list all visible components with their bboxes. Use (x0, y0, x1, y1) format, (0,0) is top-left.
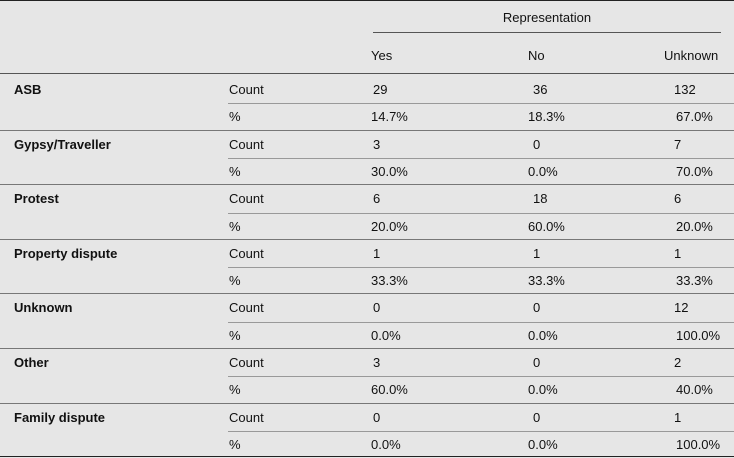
count-cell: 0 (533, 136, 541, 152)
row-category: Protest (14, 191, 59, 207)
table-row: % 20.0% 60.0% 20.0% (0, 213, 734, 240)
column-group-label: Representation (502, 10, 592, 25)
group-separator (0, 293, 734, 295)
percent-cell: 0.0% (528, 436, 558, 452)
row-separator (228, 376, 734, 378)
table-row: % 0.0% 0.0% 100.0% (0, 322, 734, 349)
percent-cell: 20.0% (371, 218, 408, 234)
row-stat-label: Count (229, 300, 264, 316)
percent-cell: 100.0% (676, 327, 721, 343)
row-category: Unknown (14, 300, 73, 316)
percent-cell: 0.0% (528, 382, 558, 398)
count-cell: 1 (373, 245, 381, 261)
row-category: Other (14, 355, 49, 370)
column-header-no: No (528, 48, 545, 63)
table-row: Other Count 3 0 2 (0, 349, 734, 376)
row-stat-label: % (229, 436, 241, 452)
count-cell: 0 (533, 409, 541, 425)
percent-cell: 0.0% (371, 327, 401, 343)
table-row: ASB Count 29 36 132 (0, 76, 734, 103)
count-cell: 6 (373, 191, 381, 207)
count-cell: 1 (674, 409, 682, 425)
group-separator (0, 129, 734, 131)
column-header-yes: Yes (371, 48, 393, 63)
row-separator (228, 267, 734, 269)
count-cell: 1 (674, 245, 682, 261)
table-row: Family dispute Count 0 0 1 (0, 404, 734, 431)
row-separator (228, 212, 734, 214)
percent-cell: 33.3% (371, 273, 408, 289)
percent-cell: 100.0% (676, 436, 721, 452)
row-category: Gypsy/Traveller (14, 136, 111, 152)
table-row: Property dispute Count 1 1 1 (0, 240, 734, 267)
percent-cell: 0.0% (528, 163, 558, 179)
row-separator (228, 430, 734, 432)
group-separator (0, 184, 734, 186)
row-stat-label: % (229, 163, 241, 179)
count-cell: 2 (674, 355, 682, 370)
row-category: ASB (14, 82, 42, 97)
table-row: % 14.7% 18.3% 67.0% (0, 103, 734, 130)
percent-cell: 60.0% (528, 218, 565, 234)
percent-cell: 30.0% (371, 163, 408, 179)
column-header-unknown: Unknown (664, 48, 719, 63)
table-row: % 30.0% 0.0% 70.0% (0, 158, 734, 185)
group-separator (0, 238, 734, 240)
percent-cell: 70.0% (676, 163, 713, 179)
row-stat-label: % (229, 273, 241, 289)
table-row: Gypsy/Traveller Count 3 0 7 (0, 131, 734, 158)
row-separator (228, 157, 734, 159)
row-category: Property dispute (14, 245, 118, 261)
percent-cell: 20.0% (676, 218, 713, 234)
percent-cell: 0.0% (528, 327, 558, 343)
group-separator (0, 402, 734, 404)
count-cell: 0 (533, 355, 541, 370)
count-cell: 0 (373, 409, 381, 425)
count-cell: 6 (674, 191, 682, 207)
count-cell: 29 (373, 82, 388, 97)
count-cell: 3 (373, 136, 381, 152)
table-row: Unknown Count 0 0 12 (0, 294, 734, 321)
percent-cell: 18.3% (528, 109, 565, 125)
row-separator (228, 103, 734, 105)
count-cell: 36 (533, 82, 548, 97)
count-cell: 1 (533, 245, 541, 261)
percent-cell: 33.3% (528, 273, 565, 289)
row-stat-label: % (229, 327, 241, 343)
percent-cell: 33.3% (676, 273, 713, 289)
table-row: % 0.0% 0.0% 100.0% (0, 431, 734, 458)
table-row: % 60.0% 0.0% 40.0% (0, 376, 734, 403)
count-cell: 3 (373, 355, 381, 370)
table-row: % 33.3% 33.3% 33.3% (0, 267, 734, 294)
count-cell: 132 (674, 82, 696, 97)
table-row: Protest Count 6 18 6 (0, 185, 734, 212)
count-cell: 18 (533, 191, 548, 207)
count-cell: 0 (373, 300, 381, 316)
row-stat-label: Count (229, 355, 264, 370)
count-cell: 12 (674, 300, 689, 316)
row-stat-label: Count (229, 409, 264, 425)
row-separator (228, 321, 734, 323)
row-stat-label: Count (229, 245, 264, 261)
row-category: Family dispute (14, 409, 106, 425)
percent-cell: 60.0% (371, 382, 408, 398)
row-stat-label: % (229, 218, 241, 234)
table-header: Representation Yes No Unknown (0, 1, 734, 74)
count-cell: 7 (674, 136, 682, 152)
row-stat-label: Count (229, 82, 264, 97)
row-stat-label: Count (229, 136, 264, 152)
column-group-rule (373, 32, 721, 33)
row-stat-label: Count (229, 191, 264, 207)
percent-cell: 0.0% (371, 436, 401, 452)
row-stat-label: % (229, 109, 241, 125)
percent-cell: 67.0% (676, 109, 713, 125)
group-separator (0, 348, 734, 349)
count-cell: 0 (533, 300, 541, 316)
percent-cell: 14.7% (371, 109, 408, 125)
row-stat-label: % (229, 382, 241, 398)
percent-cell: 40.0% (676, 382, 713, 398)
